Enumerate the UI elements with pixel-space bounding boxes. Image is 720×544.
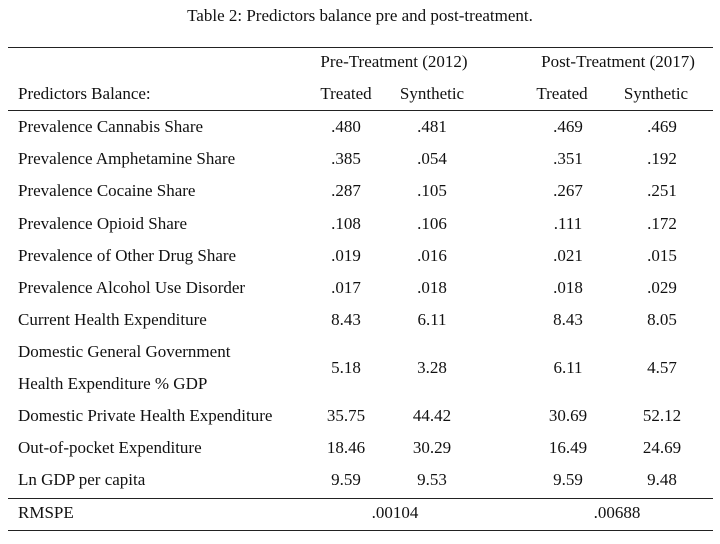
pre-treated-value: .019 (331, 246, 361, 265)
row-label-header: Predictors Balance: (18, 84, 151, 103)
pre-treated-value: .108 (331, 214, 361, 233)
pre-synthetic-value: .481 (417, 117, 447, 136)
pre-treated-value: 8.43 (331, 310, 361, 329)
row-label: Ln GDP per capita (18, 470, 146, 489)
post-synthetic-value: .251 (647, 181, 677, 200)
post-synthetic-value: .172 (647, 214, 677, 233)
pre-treated-value: 18.46 (326, 438, 366, 457)
row-label: Out-of-pocket Expenditure (18, 438, 202, 457)
post-synthetic-value: .469 (647, 117, 677, 136)
post-treated-value: .267 (553, 181, 583, 200)
pre-synthetic-value: .105 (417, 181, 447, 200)
post-synthetic-value: 52.12 (642, 406, 682, 425)
post-treated-value: .111 (553, 214, 583, 233)
header-rule (8, 110, 713, 111)
pre-synthetic-header: Synthetic (399, 84, 465, 103)
row-label: Prevalence of Other Drug Share (18, 246, 237, 265)
post-synthetic-value: .015 (647, 246, 677, 265)
row-label: Prevalence Opioid Share (18, 214, 187, 233)
post-synthetic-value: 8.05 (647, 310, 677, 329)
post-treated-value: 16.49 (548, 438, 588, 457)
post-treated-value: 6.11 (553, 358, 583, 377)
pre-treated-value: 5.18 (331, 358, 361, 377)
pre-synthetic-value: .016 (417, 246, 447, 265)
rmspe-pre-value: .00104 (371, 503, 419, 522)
row-label-continued: Health Expenditure % GDP (18, 374, 208, 393)
pre-synthetic-value: .018 (417, 278, 447, 297)
pre-treated-header: Treated (320, 84, 372, 103)
rmspe-post-value: .00688 (593, 503, 641, 522)
table-caption: Table 2: Predictors balance pre and post… (187, 6, 533, 25)
post-treatment-header: Post-Treatment (2017) (541, 52, 695, 71)
post-synthetic-value: .029 (647, 278, 677, 297)
pre-treated-value: .017 (331, 278, 361, 297)
post-synthetic-value: .192 (647, 149, 677, 168)
post-treated-value: .351 (553, 149, 583, 168)
pre-treated-value: .480 (331, 117, 361, 136)
row-label: Domestic Private Health Expenditure (18, 406, 273, 425)
pre-synthetic-value: .054 (417, 149, 447, 168)
post-treated-value: 8.43 (553, 310, 583, 329)
pre-treated-value: .287 (331, 181, 361, 200)
post-synthetic-header: Synthetic (623, 84, 689, 103)
row-label: Domestic General Government (18, 342, 231, 361)
top-rule (8, 47, 713, 48)
pre-treated-value: 35.75 (326, 406, 366, 425)
pre-synthetic-value: 30.29 (412, 438, 452, 457)
bottom-rule (8, 530, 713, 531)
post-treated-value: 30.69 (548, 406, 588, 425)
post-treated-value: .021 (553, 246, 583, 265)
pre-treated-value: 9.59 (331, 470, 361, 489)
pre-synthetic-value: .106 (417, 214, 447, 233)
post-synthetic-value: 4.57 (647, 358, 677, 377)
row-label: Current Health Expenditure (18, 310, 207, 329)
rmspe-label: RMSPE (18, 503, 74, 522)
pre-synthetic-value: 3.28 (417, 358, 447, 377)
row-label: Prevalence Cannabis Share (18, 117, 204, 136)
row-label: Prevalence Amphetamine Share (18, 149, 236, 168)
pre-treated-value: .385 (331, 149, 361, 168)
post-treated-value: .469 (553, 117, 583, 136)
post-treated-value: .018 (553, 278, 583, 297)
row-label: Prevalence Cocaine Share (18, 181, 196, 200)
post-synthetic-value: 9.48 (647, 470, 677, 489)
pre-synthetic-value: 44.42 (412, 406, 452, 425)
pre-synthetic-value: 9.53 (417, 470, 447, 489)
rmspe-rule (8, 498, 713, 499)
post-treated-value: 9.59 (553, 470, 583, 489)
post-treated-header: Treated (536, 84, 588, 103)
post-synthetic-value: 24.69 (642, 438, 682, 457)
pre-synthetic-value: 6.11 (417, 310, 447, 329)
row-label: Prevalence Alcohol Use Disorder (18, 278, 246, 297)
pre-treatment-header: Pre-Treatment (2012) (320, 52, 468, 71)
